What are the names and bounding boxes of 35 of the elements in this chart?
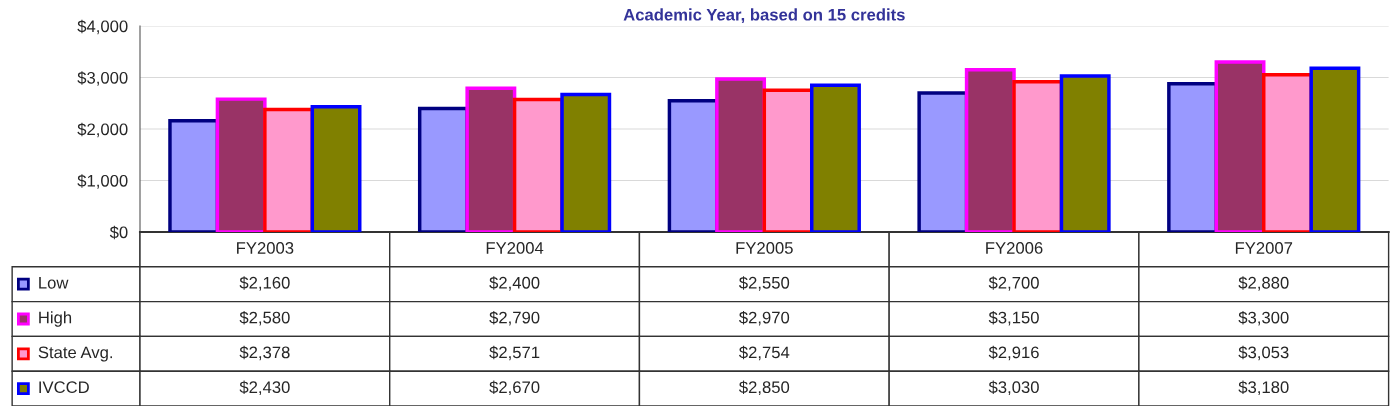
data-label: $2,880 [1238,276,1289,291]
data-label: $3,300 [1238,310,1289,326]
data-label: $2,916 [988,345,1039,361]
data-label: $3,053 [1238,345,1289,361]
legend-label: State Avg. [38,346,113,362]
data-label: $3,180 [1238,380,1289,396]
data-label: $3,030 [988,380,1039,396]
data-label: $2,430 [239,380,290,396]
chart-title: Academic Year, based on 15 credits [623,8,905,24]
y-tick-label: $2,000 [77,122,128,138]
y-tick-label: $4,000 [77,19,128,35]
legend-label: IVCCD [39,381,89,394]
data-label: $2,850 [739,380,790,396]
data-label: $3,150 [988,310,1039,326]
data-label: $2,550 [739,276,790,291]
y-tick-label: $1,000 [77,174,128,189]
x-tick-label: FY2005 [736,242,793,254]
x-tick-label: FY2006 [986,242,1043,254]
legend-label: High [39,311,72,327]
data-label: $2,700 [988,276,1039,291]
data-label: $2,790 [489,310,540,326]
x-tick-label: FY2004 [486,242,544,254]
legend-label: Low [39,277,69,289]
y-tick-label: $3,000 [77,71,128,86]
data-label: $2,378 [239,345,290,361]
data-label: $2,754 [739,345,790,361]
data-label: $2,160 [239,276,290,291]
data-label: $2,580 [239,310,290,326]
y-tick-label: $0 [109,225,128,240]
x-tick-label: FY2003 [237,242,294,254]
x-tick-label: FY2007 [1235,242,1293,254]
data-label: $2,571 [489,345,540,361]
data-label: $2,670 [489,380,540,396]
data-label: $2,970 [739,310,790,326]
data-label: $2,400 [489,276,540,291]
